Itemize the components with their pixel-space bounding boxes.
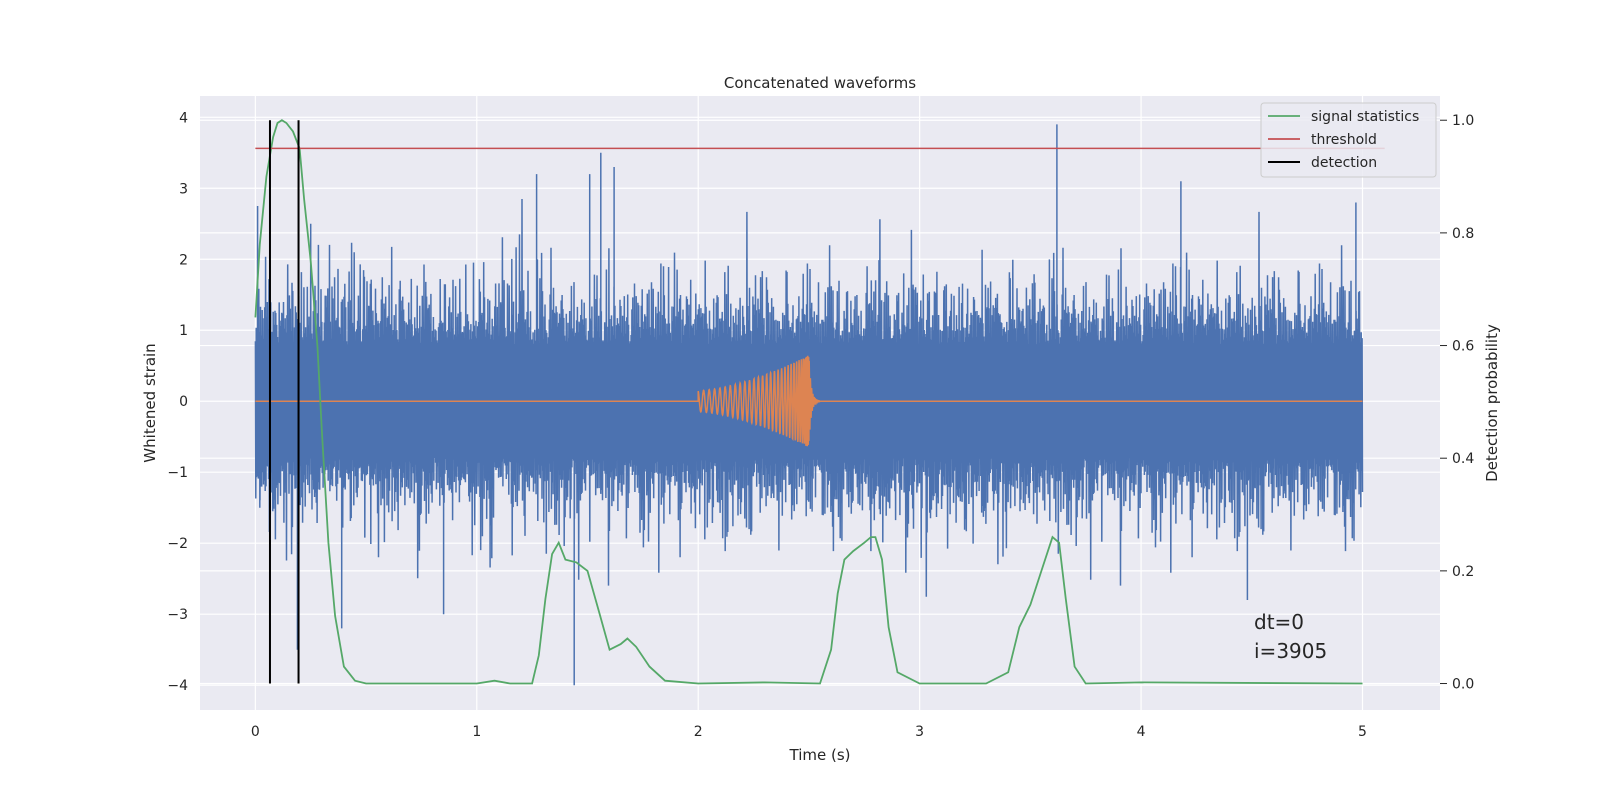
ticks-right: 0.0 0.2 0.4 0.6 0.8 1.0 bbox=[1440, 113, 1474, 693]
y-tick-label: 2 bbox=[179, 252, 188, 268]
y2-tick-label: 0.4 bbox=[1452, 451, 1474, 467]
x-tick-label: 4 bbox=[1137, 724, 1146, 740]
y-tick-label: −2 bbox=[167, 536, 188, 552]
x-tick-label: 5 bbox=[1358, 724, 1367, 740]
signal-statistics-line bbox=[254, 119, 1363, 685]
y-tick-label: −3 bbox=[167, 607, 188, 623]
chart-title: Concatenated waveforms bbox=[724, 74, 916, 92]
y-tick-label: 0 bbox=[179, 394, 188, 410]
legend-label-detection: detection bbox=[1311, 155, 1377, 171]
legend: signal statistics threshold detection bbox=[1260, 102, 1437, 178]
y2-tick-label: 0.0 bbox=[1452, 677, 1474, 693]
ticks-bottom: 0 1 2 3 4 5 bbox=[251, 724, 1367, 740]
y2-tick-label: 0.6 bbox=[1452, 339, 1474, 355]
annotation-i: i=3905 bbox=[1254, 639, 1327, 663]
y-tick-label: 4 bbox=[179, 110, 188, 126]
y-tick-label: −4 bbox=[167, 678, 188, 694]
series-layer bbox=[254, 119, 1385, 685]
annotation: dt=0 i=3905 bbox=[1254, 610, 1327, 663]
y2-tick-label: 0.2 bbox=[1452, 564, 1474, 580]
y-axis-label: Whitened strain bbox=[141, 343, 159, 462]
legend-box bbox=[1260, 102, 1437, 178]
y-tick-label: 3 bbox=[179, 181, 188, 197]
ticks-left: −4 −3 −2 −1 0 1 2 3 4 bbox=[167, 110, 188, 694]
x-tick-label: 2 bbox=[694, 724, 703, 740]
y-tick-label: 1 bbox=[179, 323, 188, 339]
annotation-dt: dt=0 bbox=[1254, 610, 1304, 634]
waveform-series bbox=[255, 355, 1363, 447]
x-axis-label: Time (s) bbox=[789, 746, 851, 764]
legend-label-signal: signal statistics bbox=[1311, 109, 1419, 125]
y2-axis-label: Detection probability bbox=[1483, 324, 1501, 482]
x-tick-label: 1 bbox=[472, 724, 481, 740]
legend-label-threshold: threshold bbox=[1311, 132, 1377, 148]
y2-tick-label: 1.0 bbox=[1452, 113, 1474, 129]
y2-tick-label: 0.8 bbox=[1452, 226, 1474, 242]
x-tick-label: 0 bbox=[251, 724, 260, 740]
y-tick-label: −1 bbox=[167, 465, 188, 481]
x-tick-label: 3 bbox=[915, 724, 924, 740]
